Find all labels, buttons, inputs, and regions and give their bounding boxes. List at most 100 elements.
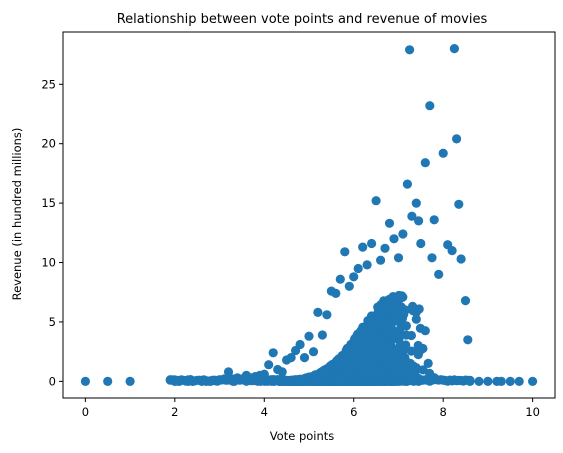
data-point: [454, 199, 464, 209]
data-point: [411, 363, 421, 373]
y-tick-label: 25: [41, 77, 56, 91]
data-point: [352, 342, 362, 353]
data-point: [411, 314, 421, 324]
data-point: [380, 331, 390, 341]
data-point: [425, 101, 435, 111]
x-axis-ticks: 0 2 4 6 8 10: [82, 398, 540, 419]
data-point: [401, 330, 411, 340]
data-point: [394, 291, 404, 301]
data-point: [456, 254, 466, 264]
data-point: [380, 243, 390, 253]
data-point: [333, 355, 343, 365]
data-point: [368, 368, 378, 378]
x-tick-label: 8: [440, 405, 447, 419]
y-axis-label: Revenue (in hundred millions): [10, 128, 24, 301]
y-axis-ticks: 0 5 10 15 20 25: [41, 77, 63, 388]
data-point: [268, 348, 278, 358]
data-point: [331, 288, 341, 298]
data-point: [496, 376, 506, 386]
data-point: [354, 334, 364, 344]
data-point: [349, 354, 359, 364]
data-point: [286, 353, 296, 363]
data-point: [395, 341, 405, 351]
data-point: [223, 367, 234, 377]
data-point: [413, 340, 423, 351]
data-point: [259, 369, 269, 379]
data-point: [384, 218, 395, 228]
data-point: [474, 376, 484, 386]
data-point: [349, 361, 359, 371]
plot-frame: [62, 31, 556, 399]
data-point: [376, 343, 386, 353]
data-point: [383, 344, 393, 354]
data-point: [264, 360, 274, 370]
data-point: [420, 326, 430, 336]
data-point: [219, 374, 229, 384]
data-point: [400, 353, 410, 363]
data-point: [317, 330, 327, 340]
data-point: [528, 376, 538, 386]
data-point: [414, 216, 424, 226]
data-point: [427, 253, 437, 263]
data-point: [362, 260, 372, 270]
data-point: [483, 376, 493, 386]
data-point: [420, 158, 430, 168]
data-point: [358, 242, 368, 252]
data-point: [370, 323, 380, 333]
chart-title: Relationship between vote points and rev…: [117, 12, 488, 27]
data-point: [374, 351, 384, 362]
data-point: [416, 238, 426, 249]
data-point: [367, 331, 377, 341]
data-point: [505, 376, 515, 386]
data-point: [434, 269, 444, 279]
data-point: [406, 346, 416, 356]
data-point: [376, 255, 386, 265]
data-point: [463, 335, 473, 345]
data-point: [340, 247, 350, 257]
data-point: [344, 281, 354, 291]
data-point: [174, 376, 184, 386]
data-point: [385, 322, 395, 332]
y-tick-label: 15: [41, 196, 56, 210]
x-tick-label: 0: [82, 405, 89, 419]
data-point: [322, 310, 332, 320]
data-point: [295, 339, 305, 350]
data-point: [449, 44, 459, 54]
data-point: [405, 45, 415, 55]
data-point: [404, 361, 414, 371]
data-point: [389, 234, 399, 244]
data-point: [387, 361, 397, 371]
data-point: [411, 198, 421, 208]
x-axis-label: Vote points: [270, 429, 335, 443]
data-point: [358, 367, 368, 377]
data-point: [514, 376, 524, 386]
data-point: [429, 215, 439, 225]
data-point: [452, 134, 462, 144]
x-tick-label: 2: [171, 405, 178, 419]
data-point: [125, 376, 135, 386]
y-tick-label: 10: [41, 256, 56, 270]
data-point: [353, 263, 363, 274]
data-point: [304, 331, 314, 341]
x-tick-label: 4: [261, 405, 268, 419]
data-point: [407, 211, 417, 221]
x-tick-label: 6: [350, 405, 357, 419]
data-point: [391, 307, 401, 317]
data-point: [423, 358, 433, 368]
data-point: [414, 304, 424, 314]
data-point: [377, 301, 387, 311]
data-point: [360, 329, 370, 339]
data-point: [398, 229, 408, 239]
data-point: [396, 322, 406, 332]
data-point: [367, 238, 377, 249]
data-point: [393, 253, 404, 263]
data-point: [402, 179, 412, 189]
data-points: [80, 44, 538, 386]
data-point: [335, 274, 345, 284]
data-point: [366, 315, 376, 325]
data-point: [447, 246, 457, 256]
data-point: [313, 307, 323, 317]
data-point: [349, 272, 359, 282]
y-tick-label: 0: [49, 374, 56, 388]
